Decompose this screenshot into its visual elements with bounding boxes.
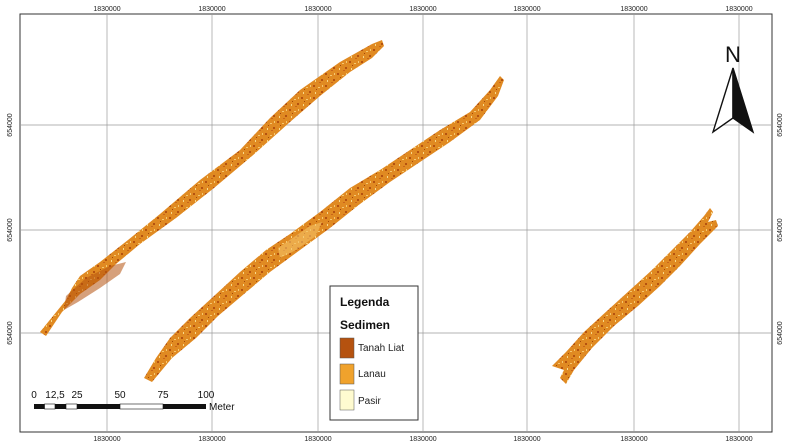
legend-swatch-tanah-liat — [339, 337, 355, 359]
scale-unit: Meter — [209, 402, 235, 413]
legend: Legenda Sedimen Tanah Liat Lanau Pasir — [329, 285, 419, 421]
scale-segment — [119, 403, 164, 410]
scale-label: 12,5 — [45, 390, 65, 401]
grid-labels-top: 1830000 1830000 1830000 1830000 1830000 … — [93, 6, 752, 13]
legend-item-label: Pasir — [358, 396, 381, 407]
tick-label-top: 1830000 — [620, 6, 647, 13]
scale-label: 25 — [71, 390, 83, 401]
north-arrow-right-half — [732, 67, 755, 134]
swath-2 — [144, 76, 504, 382]
scale-label: 75 — [157, 390, 169, 401]
scale-segment — [77, 404, 120, 409]
tick-label-bottom: 1830000 — [725, 436, 752, 443]
tick-label-right: 654000 — [777, 321, 784, 344]
scale-segment — [163, 404, 206, 409]
tick-label-left: 654000 — [7, 218, 14, 241]
north-label: N — [725, 42, 741, 67]
grid-labels-left: 654000 654000 654000 — [7, 113, 14, 344]
tick-label-bottom: 1830000 — [409, 436, 436, 443]
tick-label-top: 1830000 — [409, 6, 436, 13]
swath-1-dark-band — [64, 262, 126, 310]
scale-label: 50 — [114, 390, 126, 401]
scale-segment — [44, 403, 56, 410]
swath-3 — [552, 208, 718, 384]
tick-label-bottom: 1830000 — [304, 436, 331, 443]
legend-swatch-pasir — [339, 389, 355, 411]
legend-item-label: Lanau — [358, 369, 386, 380]
scale-bar: 0 12,5 25 50 75 100 Meter — [31, 390, 235, 413]
scale-segment — [34, 404, 45, 409]
tick-label-bottom: 1830000 — [198, 436, 225, 443]
legend-item-label: Tanah Liat — [358, 343, 404, 354]
tick-label-bottom: 1830000 — [513, 436, 540, 443]
tick-label-top: 1830000 — [725, 6, 752, 13]
north-arrow: N — [711, 42, 755, 134]
tick-label-top: 1830000 — [304, 6, 331, 13]
tick-label-right: 654000 — [777, 218, 784, 241]
legend-title: Legenda — [340, 295, 390, 309]
tick-label-left: 654000 — [7, 113, 14, 136]
scale-label: 100 — [198, 390, 215, 401]
tick-label-top: 1830000 — [513, 6, 540, 13]
swath-2-light-band — [278, 222, 322, 258]
tick-label-bottom: 1830000 — [93, 436, 120, 443]
legend-subtitle: Sedimen — [340, 318, 390, 332]
sediment-swaths — [40, 40, 718, 384]
grid-labels-right: 654000 654000 654000 — [777, 113, 784, 344]
grid-labels-bottom: 1830000 1830000 1830000 1830000 1830000 … — [93, 436, 752, 443]
tick-label-top: 1830000 — [93, 6, 120, 13]
tick-label-top: 1830000 — [198, 6, 225, 13]
scale-segment — [65, 403, 78, 410]
swath-1 — [40, 40, 384, 336]
tick-label-right: 654000 — [777, 113, 784, 136]
tick-label-bottom: 1830000 — [620, 436, 647, 443]
legend-swatch-lanau — [339, 363, 355, 385]
scale-label: 0 — [31, 390, 37, 401]
scale-segment — [55, 404, 66, 409]
tick-label-left: 654000 — [7, 321, 14, 344]
